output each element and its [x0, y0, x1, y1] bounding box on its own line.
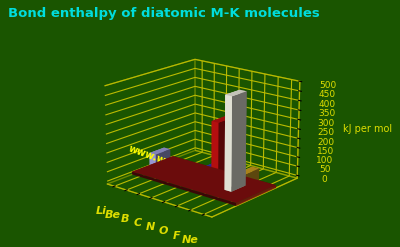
Text: Bond enthalpy of diatomic M-K molecules: Bond enthalpy of diatomic M-K molecules	[8, 7, 320, 21]
Text: www.webelements.com: www.webelements.com	[127, 144, 252, 197]
